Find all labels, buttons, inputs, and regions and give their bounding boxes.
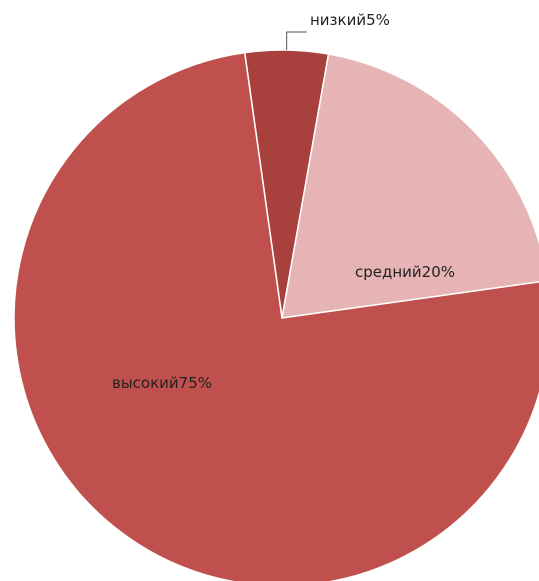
- data-label: средний20%: [355, 263, 455, 281]
- data-label: низкий5%: [310, 11, 390, 29]
- pie-slice: [281, 53, 539, 319]
- value-label: 75%: [179, 374, 212, 392]
- value-label: 20%: [422, 263, 455, 281]
- category-label: низкий: [310, 11, 366, 29]
- pie-slice: [13, 51, 539, 581]
- value-label: 5%: [366, 11, 390, 29]
- category-label: средний: [355, 263, 422, 281]
- category-label: высокий: [112, 374, 179, 392]
- leader-line: [286, 31, 307, 51]
- data-label: высокий75%: [112, 374, 212, 392]
